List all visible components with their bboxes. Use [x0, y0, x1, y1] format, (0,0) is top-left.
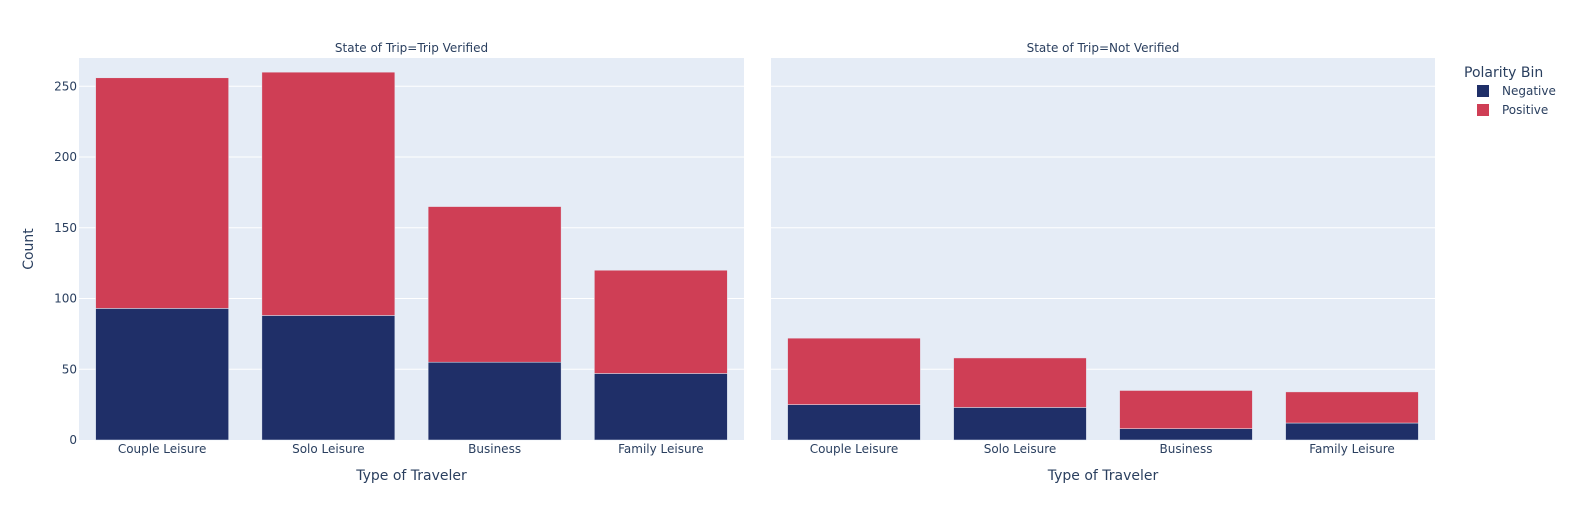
- legend-title: Polarity Bin: [1464, 65, 1543, 81]
- x-tick-label: Family Leisure: [1309, 442, 1395, 456]
- bar-negative-family-leisure: [594, 373, 728, 441]
- y-tick-label: 50: [62, 362, 77, 376]
- x-tick-label: Business: [1160, 442, 1213, 456]
- x-tick-label: Family Leisure: [618, 442, 704, 456]
- bar-positive-family-leisure: [594, 269, 728, 374]
- x-axis-title: Type of Traveler: [355, 468, 467, 484]
- y-tick-label: 250: [54, 79, 77, 93]
- bar-negative-business: [1119, 428, 1253, 441]
- facet-title: State of Trip=Trip Verified: [335, 41, 488, 55]
- y-tick-label: 0: [69, 433, 77, 447]
- bar-positive-business: [427, 206, 562, 363]
- legend-label-negative[interactable]: Negative: [1502, 84, 1556, 98]
- x-tick-label: Solo Leisure: [984, 442, 1057, 456]
- facet-trip-verified: State of Trip=Trip Verified Couple Leisur…: [79, 41, 744, 484]
- bar-positive-family-leisure: [1285, 391, 1419, 424]
- x-tick-label: Business: [468, 442, 521, 456]
- bar-positive-solo-leisure: [953, 357, 1087, 408]
- legend: Polarity Bin Negative Positive: [1464, 65, 1556, 117]
- bar-positive-couple-leisure: [787, 337, 921, 405]
- x-tick-label: Solo Leisure: [292, 442, 365, 456]
- bar-positive-couple-leisure: [95, 77, 229, 309]
- bar-negative-family-leisure: [1285, 422, 1419, 441]
- y-axis-title: Count: [21, 228, 37, 270]
- bar-positive-solo-leisure: [261, 71, 396, 316]
- x-axis-title: Type of Traveler: [1047, 468, 1159, 484]
- y-tick-label: 150: [54, 221, 77, 235]
- x-tick-label: Couple Leisure: [118, 442, 207, 456]
- bar-positive-business: [1119, 390, 1253, 429]
- bar-negative-couple-leisure: [787, 404, 921, 441]
- facet-not-verified: State of Trip=Not Verified Couple Leisure…: [771, 41, 1435, 484]
- legend-swatch-positive[interactable]: [1477, 104, 1489, 116]
- legend-label-positive[interactable]: Positive: [1502, 103, 1548, 117]
- bar-negative-solo-leisure: [953, 407, 1087, 441]
- y-tick-label: 100: [54, 292, 77, 306]
- bar-negative-solo-leisure: [261, 315, 396, 441]
- x-tick-label: Couple Leisure: [810, 442, 899, 456]
- y-axis: Count 0 50 100 150 200 250: [21, 79, 77, 447]
- bar-negative-business: [427, 361, 562, 441]
- legend-swatch-negative[interactable]: [1477, 85, 1489, 97]
- y-tick-label: 200: [54, 150, 77, 164]
- bar-negative-couple-leisure: [95, 308, 229, 441]
- facet-title: State of Trip=Not Verified: [1027, 41, 1180, 55]
